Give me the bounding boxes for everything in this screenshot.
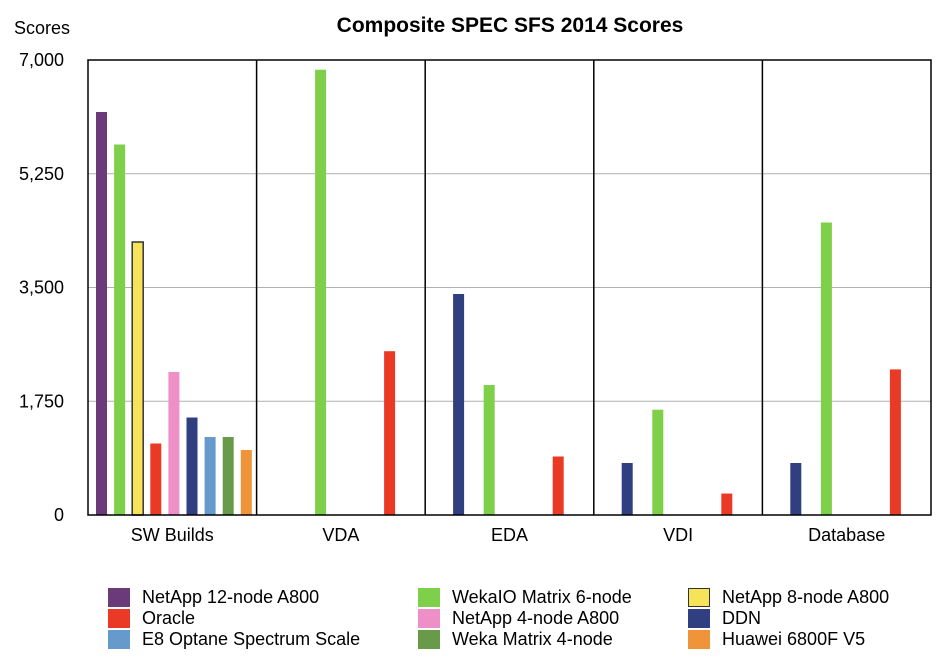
chart-area: 0 1,750 3,500 5,250 7,000 SW Builds VDA EDA VDI D… <box>19 50 932 545</box>
legend-swatch <box>108 608 130 628</box>
legend-item: DDN <box>688 607 761 629</box>
bar <box>150 443 162 515</box>
y-tick-label: 5,250 <box>19 164 64 184</box>
legend-item: NetApp 8-node A800 <box>688 586 889 608</box>
legend-item: NetApp 12-node A800 <box>108 586 319 608</box>
legend-swatch <box>418 629 440 649</box>
legend-swatch <box>688 587 710 607</box>
x-tick-label: EDA <box>491 525 528 545</box>
bar <box>186 417 198 515</box>
legend-label: Huawei 6800F V5 <box>722 628 866 649</box>
y-tick-label: 3,500 <box>19 278 64 298</box>
legend-swatch <box>418 587 440 607</box>
legend-label: E8 Optane Spectrum Scale <box>142 628 361 649</box>
bar <box>721 493 733 515</box>
y-tick-label: 0 <box>54 505 64 525</box>
y-tick-label: 1,750 <box>19 391 64 411</box>
plot-frame <box>87 59 932 516</box>
x-tick-label: VDA <box>322 525 359 545</box>
legend-item: Weka Matrix 4-node <box>418 628 613 650</box>
bar <box>652 409 664 515</box>
x-tick-label: SW Builds <box>131 525 214 545</box>
legend-label: NetApp 12-node A800 <box>142 586 320 607</box>
legend-item: Huawei 6800F V5 <box>688 628 865 650</box>
legend-item: E8 Optane Spectrum Scale <box>108 628 360 650</box>
y-tick-label: 7,000 <box>19 50 64 70</box>
legend-item: NetApp 4-node A800 <box>418 607 619 629</box>
bar <box>114 144 126 515</box>
legend-swatch <box>688 629 710 649</box>
bar <box>384 351 396 515</box>
bar <box>204 437 216 515</box>
bar <box>889 369 901 515</box>
bar <box>222 437 234 515</box>
bar <box>168 372 180 515</box>
x-tick-label: Database <box>808 525 885 545</box>
bar <box>820 222 832 515</box>
legend-item: Oracle <box>108 607 195 629</box>
legend-swatch <box>108 587 130 607</box>
legend-swatch <box>418 608 440 628</box>
bar <box>315 69 327 515</box>
bar <box>240 450 252 515</box>
legend-label: NetApp 8-node A800 <box>722 586 890 607</box>
legend-label: Weka Matrix 4-node <box>452 628 613 649</box>
legend-label: NetApp 4-node A800 <box>452 607 620 628</box>
bar <box>621 463 633 515</box>
legend-item: WekaIO Matrix 6-node <box>418 586 632 608</box>
bar <box>453 294 465 515</box>
legend-label: WekaIO Matrix 6-node <box>452 586 632 607</box>
legend-label: DDN <box>722 607 761 628</box>
legend-label: Oracle <box>142 607 196 628</box>
bar <box>96 112 107 515</box>
bar <box>552 456 564 515</box>
bar <box>790 463 802 515</box>
x-tick-label: VDI <box>663 525 693 545</box>
legend-swatch <box>688 608 710 628</box>
y-axis-label: Scores <box>14 18 71 38</box>
chart-title: Composite SPEC SFS 2014 Scores <box>336 14 684 37</box>
legend-swatch <box>108 629 130 649</box>
bar <box>131 241 144 516</box>
bar <box>483 385 495 515</box>
